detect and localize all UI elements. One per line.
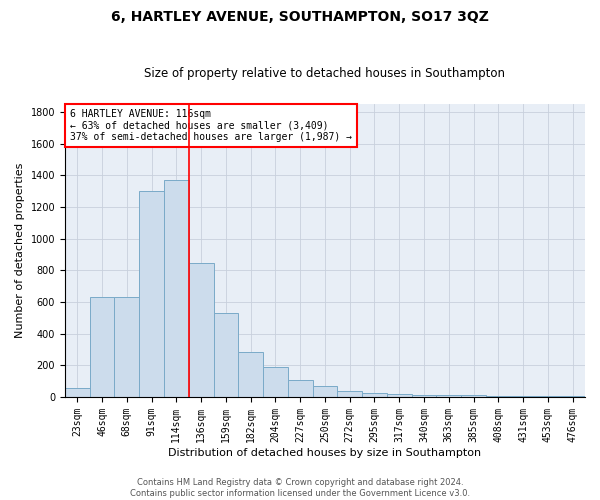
- Bar: [486, 396, 511, 397]
- Bar: [214, 313, 238, 397]
- Y-axis label: Number of detached properties: Number of detached properties: [15, 163, 25, 338]
- Bar: [115, 296, 139, 397]
- Bar: [535, 396, 560, 397]
- Bar: [89, 296, 115, 397]
- Bar: [164, 180, 189, 397]
- X-axis label: Distribution of detached houses by size in Southampton: Distribution of detached houses by size …: [169, 448, 482, 458]
- Bar: [189, 264, 214, 397]
- Bar: [387, 394, 412, 397]
- Bar: [139, 190, 164, 397]
- Bar: [337, 391, 362, 397]
- Text: 6, HARTLEY AVENUE, SOUTHAMPTON, SO17 3QZ: 6, HARTLEY AVENUE, SOUTHAMPTON, SO17 3QZ: [111, 10, 489, 24]
- Bar: [313, 386, 337, 397]
- Bar: [461, 396, 486, 397]
- Bar: [65, 388, 89, 397]
- Bar: [362, 393, 387, 397]
- Text: 6 HARTLEY AVENUE: 116sqm
← 63% of detached houses are smaller (3,409)
37% of sem: 6 HARTLEY AVENUE: 116sqm ← 63% of detach…: [70, 108, 352, 142]
- Text: Contains HM Land Registry data © Crown copyright and database right 2024.
Contai: Contains HM Land Registry data © Crown c…: [130, 478, 470, 498]
- Bar: [412, 396, 436, 397]
- Bar: [238, 352, 263, 397]
- Bar: [263, 367, 288, 397]
- Bar: [288, 380, 313, 397]
- Bar: [560, 396, 585, 397]
- Bar: [436, 396, 461, 397]
- Bar: [511, 396, 535, 397]
- Title: Size of property relative to detached houses in Southampton: Size of property relative to detached ho…: [145, 66, 505, 80]
